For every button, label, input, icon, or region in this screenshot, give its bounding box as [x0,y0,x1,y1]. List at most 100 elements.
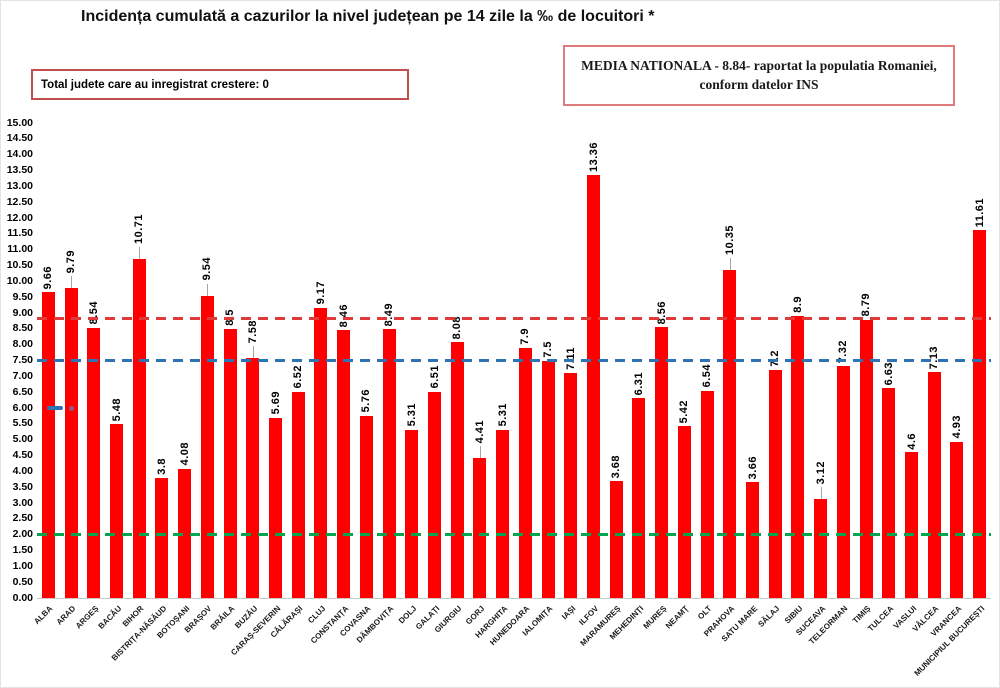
bar-vaslui [905,452,918,598]
bar-value-label: 9.66 [42,265,55,290]
bar-gala-i [428,391,441,598]
bar-value-label: 10.71 [133,213,146,244]
bar-s-laj [768,370,782,598]
bar-value-label: 7.9 [519,328,532,345]
bar-olt [700,390,714,598]
y-axis-tick-label: 0.50 [12,575,33,588]
bar-bra-ov [200,295,214,598]
national-average-line2: conform datelor INS [699,76,819,92]
bar-value-label: 5.31 [496,403,509,427]
bar-value-label: 7.5 [542,340,555,358]
y-axis-tick-label: 6.50 [12,385,33,398]
bar-covasna [359,415,373,598]
green-threshold-line [37,533,991,537]
bar-value-label: 8.49 [383,302,396,327]
bar-value-label: 9.17 [314,281,327,305]
y-axis-tick-label: 0.00 [12,591,33,604]
blue-threshold-line [37,359,991,362]
value-leader-line [252,345,254,358]
growth-counties-box: Total judete care au inregistrat crester… [31,69,409,100]
bar-timi- [859,319,873,598]
bar-cara-severin [269,417,282,598]
y-axis-tick-label: 8.50 [12,322,33,335]
y-axis-tick-label: 15.00 [6,116,33,129]
y-axis-tick-label: 11.50 [7,227,33,240]
blue-segment-mark [47,406,63,410]
bar-value-label: 4.93 [950,415,963,439]
y-axis-tick-label: 12.50 [6,195,33,208]
bar-dolj [405,429,419,598]
y-axis-tick-label: 3.50 [12,480,33,493]
bar-value-label: 7.13 [928,345,941,370]
y-axis-tick-label: 13.00 [6,179,33,192]
bar-mehedin-i [632,398,646,598]
bar-value-label: 4.41 [473,419,486,444]
bar-value-label: 3.8 [155,457,168,475]
bar-value-label: 9.79 [65,249,78,273]
bar-value-label: 5.42 [678,399,691,424]
y-axis-tick-label: 3.00 [12,496,33,509]
y-axis-tick-label: 5.50 [12,417,33,430]
bar-value-label: 8.54 [87,301,100,325]
value-leader-line [729,258,731,271]
bar-value-label: 6.51 [428,365,441,389]
bar-value-label: 7.58 [246,319,259,343]
bar-value-label: 10.35 [723,225,736,256]
bar-constan-a [337,330,351,598]
y-axis-tick-label: 9.50 [12,290,33,303]
bar-value-label: 3.12 [814,460,827,485]
bar-hunedoara [518,347,532,598]
value-leader-line [71,275,73,288]
bar-value-label: 8.56 [655,300,668,324]
bar-suceava [814,499,828,598]
bar-value-label: 8.79 [860,293,873,317]
bar-value-label: 9.54 [201,257,214,281]
bar-value-label: 5.48 [110,398,123,422]
y-axis-tick-label: 12.00 [6,211,33,224]
y-axis-tick-label: 8.00 [12,338,33,351]
bar-value-label: 11.61 [973,197,986,228]
bar-value-label: 6.54 [701,364,714,388]
bar-value-label: 3.66 [746,455,759,480]
bar-value-label: 5.69 [269,391,282,415]
bar-tulcea [882,388,896,598]
bar-bistri-a-n-s-ud [155,477,169,598]
y-axis-tick-label: 4.00 [12,464,33,477]
purple-dot-mark [68,405,74,411]
bar-value-label: 6.63 [882,361,895,386]
bar-ia-i [564,372,578,598]
bar-sibiu [791,316,805,598]
bar-gorj [473,458,487,598]
y-axis-tick-label: 5.00 [12,433,33,446]
y-axis-tick-label: 4.50 [12,449,33,461]
y-axis-tick-label: 13.50 [6,164,33,176]
bar-value-label: 3.68 [610,455,623,479]
y-axis-tick-label: 2.00 [12,528,33,541]
y-axis-tick-label: 9.00 [12,306,33,319]
y-axis-tick-label: 14.50 [6,132,33,145]
bar-buz-u [246,357,260,598]
bar-bihor [132,258,146,598]
y-axis-tick-label: 6.00 [12,401,33,414]
bar-value-label: 6.52 [292,365,305,389]
bar-value-label: 6.31 [632,371,645,396]
bar-harghita [496,429,510,598]
bar-arad [64,287,78,598]
y-axis-tick-label: 10.50 [6,259,33,271]
y-axis-tick-label: 7.50 [12,354,33,366]
bar-v-lcea [927,372,941,598]
bar-ilfov [587,174,600,598]
bar-arge- [87,327,101,598]
bar-neam- [677,426,691,598]
bar-satu-mare [746,482,759,598]
bar-value-label: 13.36 [587,141,600,172]
bar-cluj [314,307,328,598]
bar-prahova [723,270,737,598]
bar-value-label: 5.31 [405,403,418,427]
bar-bac-u [110,424,123,598]
bar-alba [41,292,55,598]
value-leader-line [820,487,822,500]
bar-value-label: 8.9 [791,296,804,314]
media-nationala-line [37,316,991,320]
